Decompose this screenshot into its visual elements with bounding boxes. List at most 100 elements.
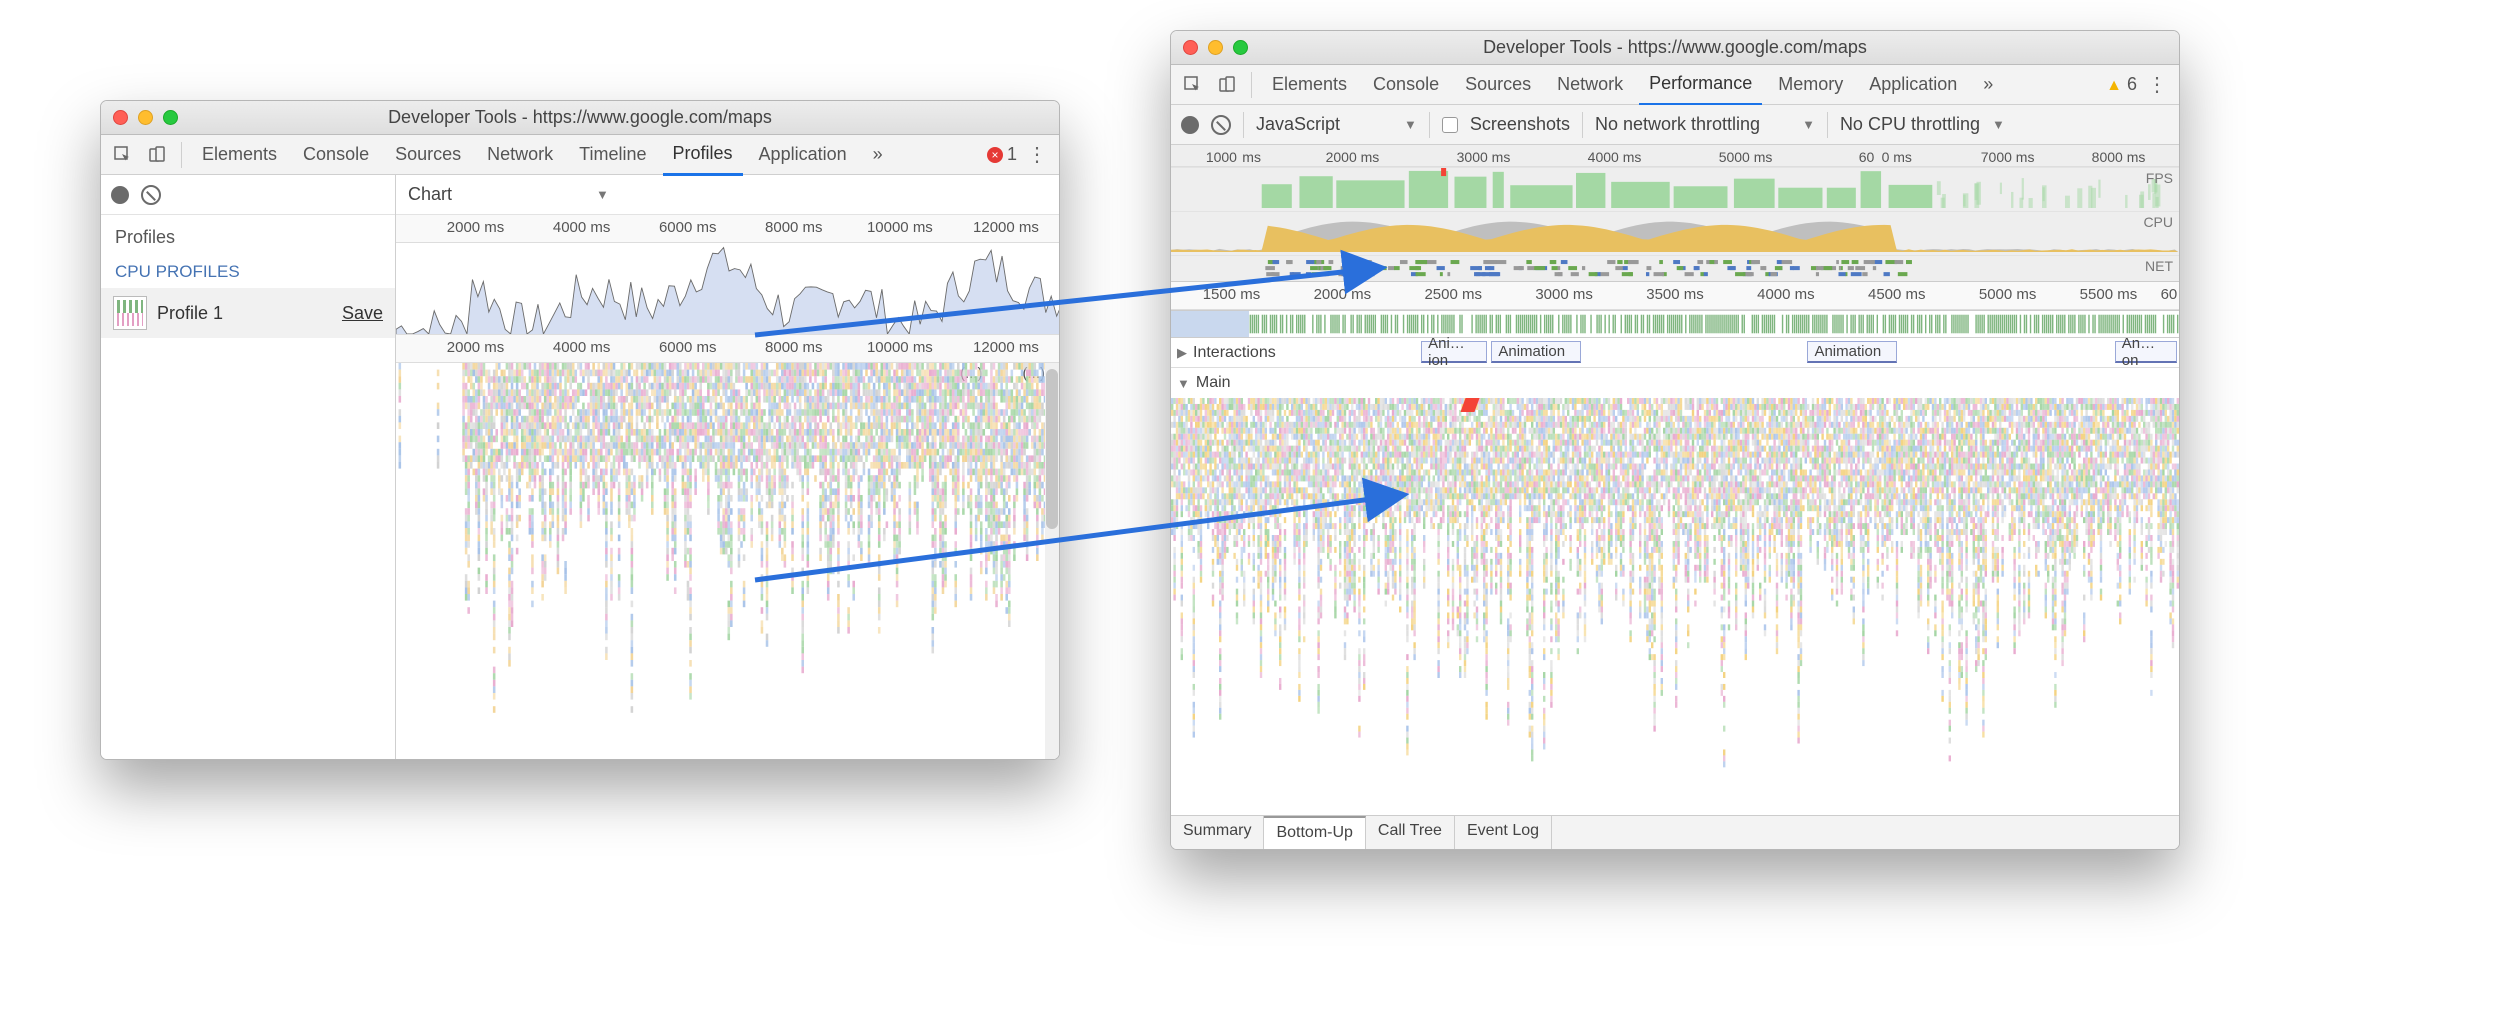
cpu-lane: CPU	[1171, 211, 2179, 255]
titlebar[interactable]: Developer Tools - https://www.google.com…	[101, 101, 1059, 135]
fps-label: FPS	[2146, 170, 2173, 186]
clear-button[interactable]	[1211, 115, 1231, 135]
axis-tick: 3000 ms	[1535, 286, 1593, 303]
interactions-label: Interactions	[1193, 344, 1276, 362]
fps-lane: FPS	[1171, 167, 2179, 211]
timeline-axis-top[interactable]: 2000 ms4000 ms6000 ms8000 ms10000 ms1200…	[396, 215, 1059, 243]
tab-sources[interactable]: Sources	[385, 135, 471, 174]
bottom-tabs: Summary Bottom-Up Call Tree Event Log	[1171, 815, 2179, 849]
tab-elements[interactable]: Elements	[192, 135, 287, 174]
main-row[interactable]: ▼ Main	[1171, 368, 2179, 398]
error-dot-icon: ×	[987, 147, 1003, 163]
scrollbar-thumb[interactable]	[1046, 369, 1058, 529]
content: Chart ▼ 2000 ms4000 ms6000 ms8000 ms1000…	[396, 175, 1059, 759]
record-button[interactable]	[111, 186, 129, 204]
axis-tick: 2500 ms	[1424, 286, 1482, 303]
tab-memory[interactable]: Memory	[1768, 65, 1853, 104]
net-label: NET	[2145, 258, 2173, 274]
tab-call-tree[interactable]: Call Tree	[1366, 816, 1455, 849]
axis-tick: 1000	[1206, 149, 1237, 165]
cpu-throttle-select[interactable]: No CPU throttling	[1840, 114, 1980, 135]
tab-sources[interactable]: Sources	[1455, 65, 1541, 104]
warn-badge[interactable]: ▲ 6	[2106, 74, 2137, 95]
tab-network[interactable]: Network	[1547, 65, 1633, 104]
tab-event-log[interactable]: Event Log	[1455, 816, 1552, 849]
screenshots-label: Screenshots	[1470, 114, 1570, 135]
inspect-icon[interactable]	[109, 146, 137, 164]
cpu-overview[interactable]	[396, 243, 1059, 335]
interaction-tag[interactable]: Animation	[1807, 341, 1897, 363]
cpu-label: CPU	[2143, 214, 2173, 230]
axis-tick: 5000 ms	[1979, 286, 2037, 303]
axis-tick: 8000 ms	[765, 339, 823, 356]
devtools-tabs: Elements Console Sources Network Timelin…	[101, 135, 1059, 175]
disclosure-down-icon[interactable]: ▼	[1177, 376, 1190, 391]
tab-application[interactable]: Application	[1859, 65, 1967, 104]
titlebar[interactable]: Developer Tools - https://www.google.com…	[1171, 31, 2179, 65]
minimap-selection[interactable]	[1171, 311, 1249, 337]
timeline-axis-bottom[interactable]: 2000 ms4000 ms6000 ms8000 ms10000 ms1200…	[396, 335, 1059, 363]
view-selector[interactable]: Chart ▼	[396, 175, 1059, 215]
minimap[interactable]	[1171, 310, 2179, 338]
axis-tick: 1500 ms	[1203, 286, 1261, 303]
tab-console[interactable]: Console	[293, 135, 379, 174]
detail-axis[interactable]: 1500 ms2000 ms2500 ms3000 ms3500 ms4000 …	[1171, 282, 2179, 310]
axis-tick: 4500 ms	[1868, 286, 1926, 303]
tab-timeline[interactable]: Timeline	[569, 135, 656, 174]
device-icon[interactable]	[143, 146, 171, 164]
overview-lanes[interactable]: 1000ms2000 ms3000 ms4000 ms5000 ms600 ms…	[1171, 145, 2179, 282]
error-count: 1	[1007, 144, 1017, 165]
flame-chart[interactable]: (...) (...)	[396, 363, 1059, 759]
profile-thumb-icon	[113, 296, 147, 330]
axis-tick: 4000 ms	[553, 339, 611, 356]
separator	[1429, 112, 1430, 138]
axis-tick: ms	[1242, 149, 1261, 165]
interactions-row[interactable]: ▶ Interactions Ani…ionAnimationAnimation…	[1171, 338, 2179, 368]
main-flame-chart[interactable]	[1171, 398, 2179, 815]
interaction-tag[interactable]: An…on	[2115, 341, 2177, 363]
tab-elements[interactable]: Elements	[1262, 65, 1357, 104]
axis-tick: 6000 ms	[659, 219, 717, 236]
axis-tick: 3000 ms	[1457, 149, 1511, 165]
tab-profiles[interactable]: Profiles	[663, 134, 743, 176]
axis-tick: 2000 ms	[1314, 286, 1372, 303]
screenshots-checkbox[interactable]	[1442, 117, 1458, 133]
profile-save-link[interactable]: Save	[342, 303, 383, 324]
tabs-overflow[interactable]: »	[863, 135, 893, 174]
device-icon[interactable]	[1213, 76, 1241, 94]
tab-bottom-up[interactable]: Bottom-Up	[1264, 816, 1365, 849]
tab-console[interactable]: Console	[1363, 65, 1449, 104]
inspect-icon[interactable]	[1179, 76, 1207, 94]
axis-tick: 5000 ms	[1719, 149, 1773, 165]
source-label: JavaScript	[1256, 114, 1340, 134]
net-lane: NET	[1171, 255, 2179, 281]
tab-application[interactable]: Application	[749, 135, 857, 174]
kebab-icon[interactable]: ⋮	[1023, 142, 1051, 167]
interaction-tag[interactable]: Animation	[1491, 341, 1581, 363]
tab-performance[interactable]: Performance	[1639, 64, 1762, 106]
axis-tick: 4000 ms	[1757, 286, 1815, 303]
error-badge[interactable]: × 1	[987, 144, 1017, 165]
separator	[1827, 112, 1828, 138]
axis-tick: 4000 ms	[553, 219, 611, 236]
tab-summary[interactable]: Summary	[1171, 816, 1264, 849]
devtools-window-right: Developer Tools - https://www.google.com…	[1170, 30, 2180, 850]
clear-button[interactable]	[141, 185, 161, 205]
profile-row[interactable]: Profile 1 Save	[101, 288, 395, 338]
axis-tick: 2000 ms	[1326, 149, 1380, 165]
axis-tick: 2000 ms	[447, 219, 505, 236]
source-select[interactable]: JavaScript	[1256, 114, 1340, 135]
axis-tick: 60	[1859, 149, 1875, 165]
devtools-tabs: Elements Console Sources Network Perform…	[1171, 65, 2179, 105]
tab-network[interactable]: Network	[477, 135, 563, 174]
record-button[interactable]	[1181, 116, 1199, 134]
window-title: Developer Tools - https://www.google.com…	[1171, 37, 2179, 58]
disclosure-right-icon[interactable]: ▶	[1177, 345, 1187, 361]
net-throttle-select[interactable]: No network throttling	[1595, 114, 1760, 135]
tabs-overflow[interactable]: »	[1973, 65, 2003, 104]
sidebar: Profiles CPU PROFILES Profile 1 Save	[101, 175, 396, 759]
interaction-tag[interactable]: Ani…ion	[1421, 341, 1487, 363]
kebab-icon[interactable]: ⋮	[2143, 72, 2171, 97]
vertical-scrollbar[interactable]	[1045, 363, 1059, 759]
overview-axis[interactable]: 1000ms2000 ms3000 ms4000 ms5000 ms600 ms…	[1171, 145, 2179, 167]
